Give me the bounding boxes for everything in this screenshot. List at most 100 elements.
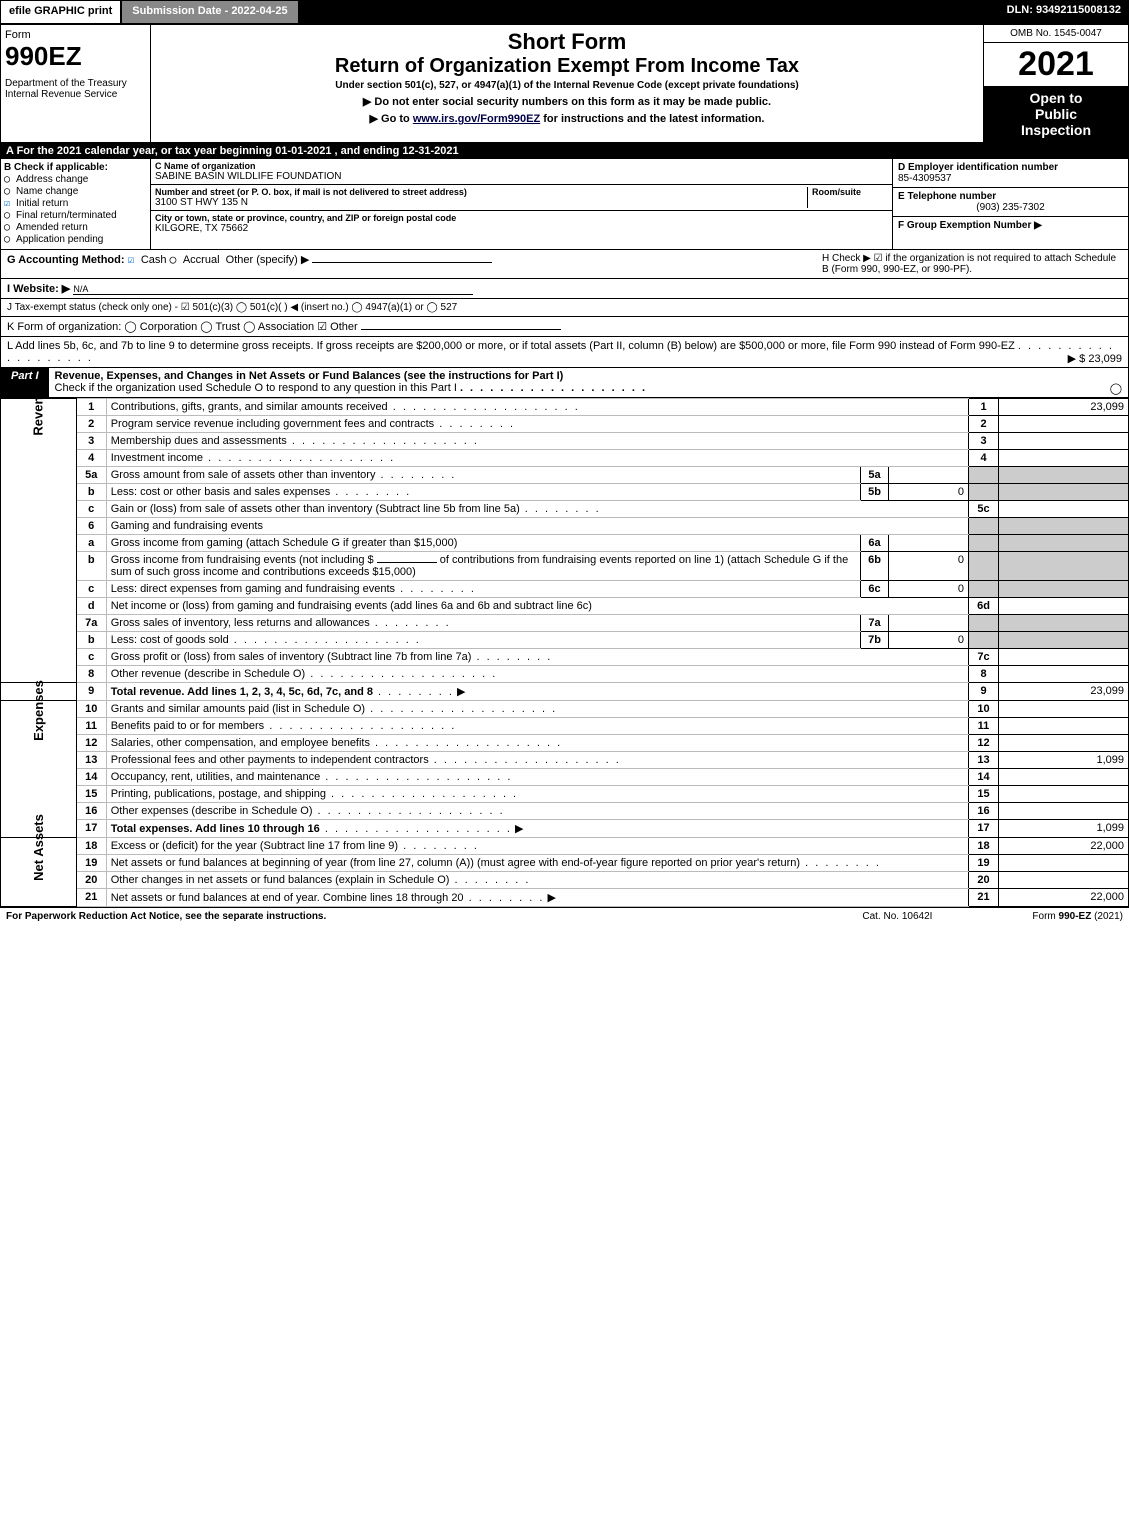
k-other-line [361, 329, 561, 330]
box-d: D Employer identification number 85-4309… [893, 159, 1128, 249]
chk-initial-return[interactable]: ☑ Initial return [4, 198, 147, 209]
line-5a: 5a Gross amount from sale of assets othe… [1, 467, 1129, 484]
row-k: K Form of organization: ◯ Corporation ◯ … [0, 317, 1129, 337]
header-mid: Short Form Return of Organization Exempt… [151, 25, 983, 142]
line-18: Net Assets 18 Excess or (deficit) for th… [1, 838, 1129, 855]
city-value: KILGORE, TX 75662 [155, 223, 888, 234]
line-2: 2 Program service revenue including gove… [1, 416, 1129, 433]
row-j: J Tax-exempt status (check only one) - ☑… [0, 299, 1129, 317]
tel-cell: E Telephone number (903) 235-7302 [893, 188, 1128, 217]
line-14: 14 Occupancy, rent, utilities, and maint… [1, 769, 1129, 786]
chk-amended-return[interactable]: ◯ Amended return [4, 222, 147, 233]
top-bar: efile GRAPHIC print Submission Date - 20… [0, 0, 1129, 24]
line-11: 11 Benefits paid to or for members 11 [1, 718, 1129, 735]
footer-left: For Paperwork Reduction Act Notice, see … [6, 911, 862, 922]
sidebar-revenue: Revenue [1, 399, 77, 683]
room-label: Room/suite [812, 187, 888, 197]
inspect-3: Inspection [988, 122, 1124, 138]
k-text: K Form of organization: ◯ Corporation ◯ … [7, 321, 358, 333]
efile-label: efile GRAPHIC print [0, 0, 121, 24]
sidebar-net-assets: Net Assets [1, 838, 77, 907]
line-4: 4 Investment income 4 [1, 450, 1129, 467]
dln-label: DLN: 93492115008132 [999, 0, 1129, 24]
open-inspection: Open to Public Inspection [984, 86, 1128, 142]
g-cash: Cash [141, 254, 167, 266]
subtitle: Under section 501(c), 527, or 4947(a)(1)… [155, 80, 979, 91]
header-left: Form 990EZ Department of the Treasury In… [1, 25, 151, 142]
part1-check-text: Check if the organization used Schedule … [55, 382, 457, 394]
row-g: G Accounting Method: ☑ Cash ◯ Accrual Ot… [7, 253, 822, 275]
omb-number: OMB No. 1545-0047 [984, 25, 1128, 43]
g-accrual: Accrual [183, 254, 220, 266]
line-20: 20 Other changes in net assets or fund b… [1, 872, 1129, 889]
org-name-label: C Name of organization [155, 161, 888, 171]
instr-ssn: ▶ Do not enter social security numbers o… [155, 95, 979, 108]
chk-address-change[interactable]: ◯ Address change [4, 174, 147, 185]
line-9: 9 Total revenue. Add lines 1, 2, 3, 4, 5… [1, 683, 1129, 701]
part1-header: Part I Revenue, Expenses, and Changes in… [0, 368, 1129, 398]
row-g-h: G Accounting Method: ☑ Cash ◯ Accrual Ot… [0, 250, 1129, 279]
part1-check-box[interactable]: ◯ [1110, 382, 1122, 395]
line-17: 17 Total expenses. Add lines 10 through … [1, 820, 1129, 838]
chk-application-pending[interactable]: ◯ Application pending [4, 234, 147, 245]
tel-value: (903) 235-7302 [898, 202, 1123, 213]
line-7b: b Less: cost of goods sold 7b 0 [1, 632, 1129, 649]
street-cell: Number and street (or P. O. box, if mail… [151, 185, 892, 211]
form-word: Form [5, 29, 146, 41]
lines-table: Revenue 1 Contributions, gifts, grants, … [0, 398, 1129, 907]
tax-year: 2021 [984, 43, 1128, 86]
street-value: 3100 ST HWY 135 N [155, 197, 803, 208]
box-b: B Check if applicable: ◯ Address change … [1, 159, 151, 249]
part1-title: Revenue, Expenses, and Changes in Net As… [49, 368, 1128, 397]
dept-label: Department of the Treasury [5, 78, 146, 89]
footer-right: Form 990-EZ (2021) [1032, 911, 1123, 922]
ein-value: 85-4309537 [898, 173, 1123, 184]
page-footer: For Paperwork Reduction Act Notice, see … [0, 907, 1129, 925]
tel-label: E Telephone number [898, 191, 1123, 202]
line-16: 16 Other expenses (describe in Schedule … [1, 803, 1129, 820]
line-3: 3 Membership dues and assessments 3 [1, 433, 1129, 450]
chk-name-change[interactable]: ◯ Name change [4, 186, 147, 197]
line-19: 19 Net assets or fund balances at beginn… [1, 855, 1129, 872]
ein-label: D Employer identification number [898, 162, 1123, 173]
line-7c: c Gross profit or (loss) from sales of i… [1, 649, 1129, 666]
line-1: Revenue 1 Contributions, gifts, grants, … [1, 399, 1129, 416]
title-return: Return of Organization Exempt From Incom… [155, 55, 979, 78]
info-block: B Check if applicable: ◯ Address change … [0, 159, 1129, 250]
ein-cell: D Employer identification number 85-4309… [893, 159, 1128, 188]
line-6c: c Less: direct expenses from gaming and … [1, 581, 1129, 598]
street-box: Number and street (or P. O. box, if mail… [155, 187, 808, 208]
header-right: OMB No. 1545-0047 2021 Open to Public In… [983, 25, 1128, 142]
line-13: 13 Professional fees and other payments … [1, 752, 1129, 769]
g-other: Other (specify) ▶ [226, 254, 310, 266]
irs-label: Internal Revenue Service [5, 89, 146, 100]
street-label: Number and street (or P. O. box, if mail… [155, 187, 803, 197]
part1-dots [460, 382, 647, 394]
row-l: L Add lines 5b, 6c, and 7b to line 9 to … [0, 337, 1129, 368]
line-7a: 7a Gross sales of inventory, less return… [1, 615, 1129, 632]
row-a-calendar-year: A For the 2021 calendar year, or tax yea… [0, 143, 1129, 159]
l-text: L Add lines 5b, 6c, and 7b to line 9 to … [7, 340, 1015, 352]
g-other-line [312, 262, 492, 263]
line-6a: a Gross income from gaming (attach Sched… [1, 535, 1129, 552]
g-label: G Accounting Method: [7, 254, 125, 266]
instr2-post: for instructions and the latest informat… [540, 113, 764, 125]
i-label: I Website: ▶ [7, 283, 70, 295]
box-c: C Name of organization SABINE BASIN WILD… [151, 159, 893, 249]
irs-link[interactable]: www.irs.gov/Form990EZ [413, 113, 540, 125]
i-value: N/A [73, 284, 473, 295]
chk-final-return[interactable]: ◯ Final return/terminated [4, 210, 147, 221]
row-i: I Website: ▶ N/A [0, 279, 1129, 299]
footer-catno: Cat. No. 10642I [862, 911, 932, 922]
line-8: 8 Other revenue (describe in Schedule O)… [1, 666, 1129, 683]
form-header: Form 990EZ Department of the Treasury In… [0, 24, 1129, 143]
row-h: H Check ▶ ☑ if the organization is not r… [822, 253, 1122, 275]
city-label: City or town, state or province, country… [155, 213, 888, 223]
line-5c: c Gain or (loss) from sale of assets oth… [1, 501, 1129, 518]
line-5b: b Less: cost or other basis and sales ex… [1, 484, 1129, 501]
line-12: 12 Salaries, other compensation, and emp… [1, 735, 1129, 752]
instr2-pre: ▶ Go to [370, 113, 413, 125]
org-name: SABINE BASIN WILDLIFE FOUNDATION [155, 171, 888, 182]
inspect-1: Open to [988, 90, 1124, 106]
box-b-header: B Check if applicable: [4, 162, 147, 173]
